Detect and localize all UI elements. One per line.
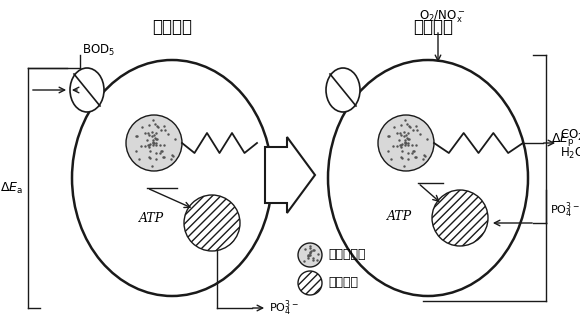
Circle shape <box>298 271 322 295</box>
Polygon shape <box>265 137 315 213</box>
Text: $\rm BOD_5$: $\rm BOD_5$ <box>82 42 115 58</box>
Circle shape <box>184 195 240 251</box>
Text: $\rm H_2O$: $\rm H_2O$ <box>560 145 580 161</box>
Text: $\Delta E_\mathrm{a}$: $\Delta E_\mathrm{a}$ <box>1 180 24 196</box>
Circle shape <box>298 243 322 267</box>
Text: $\rm PO_4^{3-}$: $\rm PO_4^{3-}$ <box>269 298 299 318</box>
Text: ATP: ATP <box>139 212 165 225</box>
Ellipse shape <box>326 68 360 112</box>
Text: 需氧状态: 需氧状态 <box>413 18 453 36</box>
Text: $\rm O_2/NO_x^-$: $\rm O_2/NO_x^-$ <box>419 8 465 25</box>
Circle shape <box>378 115 434 171</box>
Ellipse shape <box>328 60 528 296</box>
Text: $\rm PO_4^{3-}$: $\rm PO_4^{3-}$ <box>550 201 579 220</box>
Circle shape <box>432 190 488 246</box>
Text: $\rm CO_2$: $\rm CO_2$ <box>560 127 580 143</box>
Text: 有机物颗粒: 有机物颗粒 <box>328 249 365 261</box>
Text: 厌氧状态: 厌氧状态 <box>152 18 192 36</box>
Text: ATP: ATP <box>387 210 412 223</box>
Circle shape <box>126 115 182 171</box>
Ellipse shape <box>70 68 104 112</box>
Text: 聚磷颗粒: 聚磷颗粒 <box>328 276 358 290</box>
Ellipse shape <box>72 60 272 296</box>
Text: $\Delta E_\mathrm{p}$: $\Delta E_\mathrm{p}$ <box>551 131 574 147</box>
